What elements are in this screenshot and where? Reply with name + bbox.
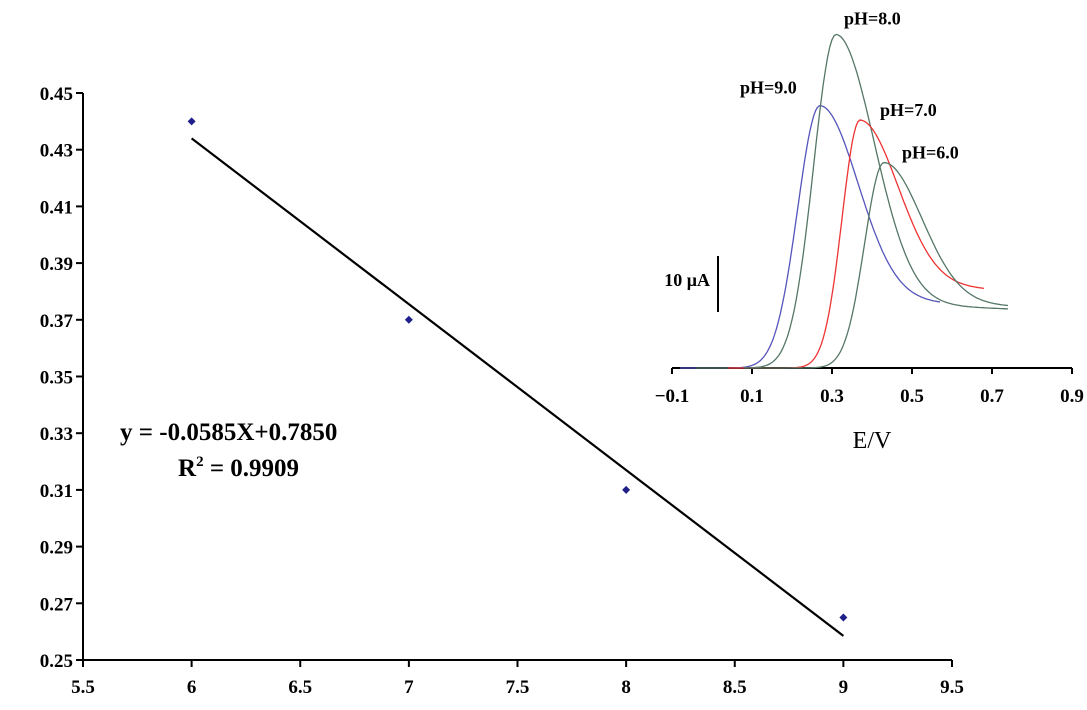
r2-superscript: 2 — [196, 454, 204, 470]
main-x-tick-label: 6 — [187, 677, 197, 698]
main-data-point — [622, 485, 631, 494]
main-axes — [82, 93, 952, 661]
inset-series-label: pH=9.0 — [740, 78, 797, 98]
inset-x-tick-label: −0.1 — [655, 386, 690, 407]
main-y-tick-label: 0.33 — [40, 424, 73, 445]
main-x-tick-label: 7 — [404, 677, 414, 698]
main-y-ticks: 0.25 0.27 0.29 0.31 0.33 0.35 0.37 0.39 0.41 0.43… — [40, 84, 83, 672]
main-y-tick-label: 0.27 — [40, 594, 74, 615]
scale-bar-label: 10 μA — [664, 270, 710, 290]
inset-x-axis-label: E/V — [853, 428, 892, 454]
inset-x-tick-label: 0.3 — [820, 386, 844, 407]
inset-series-label: pH=8.0 — [844, 8, 901, 28]
inset-x-tick-label: 0.9 — [1060, 386, 1084, 407]
inset-x-tick-label: 0.7 — [980, 386, 1004, 407]
r2-value: = 0.9909 — [204, 455, 300, 482]
equation-annotation: y = -0.0585X+0.7850 — [120, 419, 337, 446]
main-x-tick-label: 9 — [839, 677, 849, 698]
main-y-tick-label: 0.35 — [40, 368, 73, 389]
inset-x-tick-label: 0.1 — [740, 386, 764, 407]
inset-x-tick-label: 0.5 — [900, 386, 924, 407]
inset-series-label: pH=6.0 — [902, 143, 959, 163]
inset-scale-bar: 10 μA — [664, 256, 719, 312]
inset-curve — [744, 161, 1009, 369]
main-data-point — [187, 117, 196, 126]
r2-annotation: R2 = 0.9909 — [178, 454, 299, 482]
inset-curves-group — [680, 33, 1009, 369]
inset-curve — [680, 105, 941, 369]
r2-prefix: R — [178, 455, 197, 482]
main-x-tick-label: 7.5 — [506, 677, 530, 698]
main-x-tick-label: 6.5 — [288, 677, 312, 698]
main-y-tick-label: 0.39 — [40, 254, 73, 275]
main-points-group — [187, 117, 848, 622]
main-x-tick-label: 9.5 — [940, 677, 964, 698]
main-trendline-group — [190, 137, 845, 637]
inset-voltammogram-plot: −0.1 0.1 0.3 0.5 0.7 0.9 pH=9.0pH=8.0pH=7.0pH… — [655, 8, 1084, 454]
inset-series-label: pH=7.0 — [880, 100, 937, 120]
main-y-tick-label: 0.29 — [40, 538, 73, 559]
main-trendline — [190, 137, 845, 637]
main-x-ticks: 5.5 6 6.5 7 7.5 8 8.5 9 9.5 — [71, 660, 964, 698]
main-x-tick-label: 8.5 — [723, 677, 747, 698]
main-x-tick-label: 5.5 — [71, 677, 95, 698]
main-scatter-plot: 0.250.270.290.310.330.350.370.390.410.43… — [40, 84, 964, 698]
main-y-tick-label: 0.41 — [40, 197, 73, 218]
inset-x-ticks: −0.1 0.1 0.3 0.5 0.7 0.9 — [655, 368, 1084, 407]
main-y-tick-label: 0.45 — [40, 84, 73, 105]
main-x-tick-label: 8 — [621, 677, 631, 698]
main-y-tick-label: 0.37 — [40, 311, 74, 332]
main-y-tick-label: 0.25 — [40, 651, 73, 672]
inset-series-labels: pH=9.0 pH=8.0 pH=7.0 pH=6.0 — [740, 8, 959, 162]
main-data-point — [404, 315, 413, 324]
main-data-point — [839, 613, 848, 622]
main-y-tick-label: 0.43 — [40, 141, 73, 162]
main-y-tick-label: 0.31 — [40, 481, 73, 502]
